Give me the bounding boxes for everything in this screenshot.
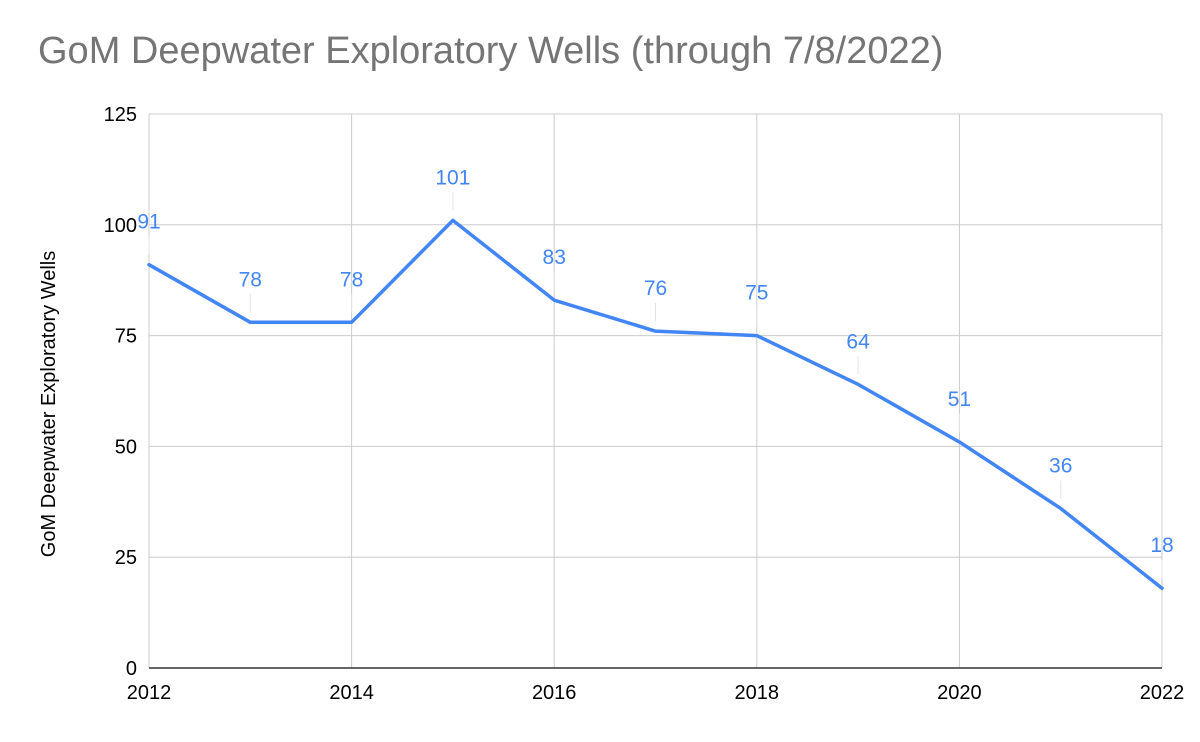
data-label: 101 — [435, 166, 470, 189]
data-label: 83 — [543, 246, 566, 269]
data-label: 51 — [948, 388, 971, 411]
x-tick-label: 2016 — [532, 682, 577, 704]
data-label: 91 — [137, 211, 160, 234]
data-label: 75 — [745, 282, 768, 305]
y-tick-labels: 0 25 50 75 100 125 — [104, 104, 137, 680]
data-labels: 91 78 78 101 83 76 75 64 51 36 18 — [137, 166, 1174, 579]
x-tick-label: 2020 — [937, 682, 982, 704]
data-label: 78 — [340, 268, 363, 291]
data-label: 36 — [1049, 454, 1072, 477]
x-tick-label: 2022 — [1140, 682, 1185, 704]
chart-title: GoM Deepwater Exploratory Wells (through… — [38, 30, 944, 72]
y-tick-label: 25 — [115, 547, 137, 569]
y-tick-label: 100 — [104, 215, 137, 237]
x-tick-label: 2018 — [735, 682, 780, 704]
y-tick-label: 50 — [115, 436, 137, 458]
data-label: 64 — [846, 330, 870, 353]
x-tick-labels: 2012 2014 2016 2018 2020 2022 — [127, 682, 1185, 704]
x-tick-label: 2012 — [127, 682, 172, 704]
y-axis-label: GoM Deepwater Exploratory Wells — [38, 251, 60, 557]
data-label: 76 — [644, 277, 667, 300]
y-tick-label: 75 — [115, 326, 137, 348]
series-line — [147, 218, 1164, 590]
data-label: 78 — [239, 268, 262, 291]
y-tick-label: 0 — [126, 658, 137, 680]
grid-lines — [148, 113, 1163, 668]
data-label: 18 — [1150, 534, 1173, 557]
series-layer — [147, 218, 1164, 590]
y-tick-label: 125 — [104, 104, 137, 126]
x-tick-label: 2014 — [329, 682, 374, 704]
